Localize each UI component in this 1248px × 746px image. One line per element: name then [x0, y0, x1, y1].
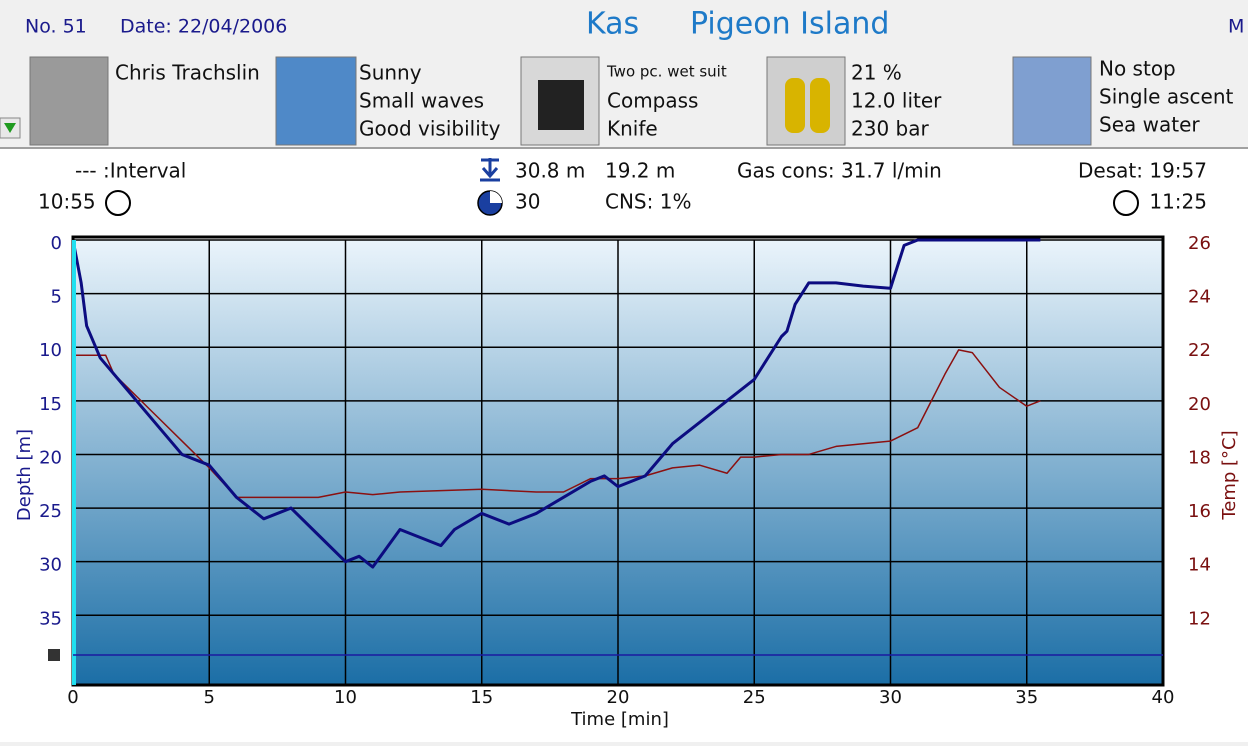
weather-icon[interactable]	[275, 56, 357, 146]
x-tick-label: 30	[879, 687, 902, 708]
depth-line	[71, 238, 1041, 569]
desat: Desat: 19:57	[1078, 159, 1207, 183]
tank	[810, 78, 830, 133]
info-line: Sea water	[1099, 113, 1200, 137]
end-time: 11:25	[1149, 190, 1207, 214]
y-axis-title: Depth [m]	[14, 429, 35, 521]
info-line: Two pc. wet suit	[606, 63, 727, 81]
y-tick-label: 20	[39, 447, 62, 468]
info-line: Sunny	[359, 61, 422, 85]
info-line: 21 %	[851, 61, 902, 85]
y-tick-label: 0	[51, 233, 62, 254]
tank	[785, 78, 805, 133]
location: Kas	[586, 7, 639, 42]
dive-type-icon[interactable]	[1012, 56, 1092, 146]
x-tick-label: 20	[607, 687, 630, 708]
x-tick-label: 35	[1015, 687, 1038, 708]
x-axis-title: Time [min]	[570, 709, 669, 730]
interval: --- :Interval	[75, 159, 186, 183]
avg-depth: 19.2 m	[605, 159, 675, 183]
y2-tick-label: 12	[1188, 608, 1211, 629]
x-tick-label: 25	[743, 687, 766, 708]
gas-consumption: Gas cons: 31.7 l/min	[737, 159, 942, 183]
y2-tick-label: 18	[1188, 447, 1211, 468]
y2-tick-label: 22	[1188, 340, 1211, 361]
info-line: Small waves	[359, 89, 484, 113]
info-line: Compass	[607, 89, 698, 113]
duration-icon-part	[490, 191, 502, 203]
x-tick-label: 10	[334, 687, 357, 708]
y-tick-label: 10	[39, 340, 62, 361]
dropdown-arrow	[4, 123, 16, 133]
site: Pigeon Island	[690, 7, 889, 42]
clock-icon	[105, 190, 131, 216]
info-line: Chris Trachslin	[115, 61, 260, 85]
y-tick-label: 15	[39, 394, 62, 415]
info-line: 230 bar	[851, 117, 929, 141]
y2-axis-title: Temp [°C]	[1219, 430, 1240, 520]
duration: 30	[515, 190, 540, 214]
info-line: Knife	[607, 117, 658, 141]
cns: CNS: 1%	[605, 190, 691, 214]
x-tick-label: 40	[1152, 687, 1175, 708]
x-tick-label: 15	[470, 687, 493, 708]
y2-tick-label: 24	[1188, 287, 1211, 308]
max-depth-icon	[480, 158, 500, 182]
y2-tick-label: 26	[1188, 233, 1211, 254]
header-cut-text: M	[1228, 16, 1244, 38]
info-line: Single ascent	[1099, 85, 1233, 109]
y-tick-label: 25	[39, 501, 62, 522]
buddy-icon[interactable]	[29, 56, 109, 146]
x-tick-label: 0	[67, 687, 78, 708]
y-tick-label: 30	[39, 555, 62, 576]
equipment-bag	[538, 80, 584, 130]
dive-date: Date: 22/04/2006	[120, 16, 287, 38]
y2-tick-label: 14	[1188, 555, 1211, 576]
info-line: 12.0 liter	[851, 89, 942, 113]
gas-icon[interactable]	[766, 56, 846, 146]
trash-icon[interactable]	[48, 649, 60, 661]
x-tick-label: 5	[204, 687, 215, 708]
max-depth: 30.8 m	[515, 159, 585, 183]
start-time: 10:55	[38, 190, 96, 214]
clock-icon	[1113, 190, 1139, 216]
y-tick-label: 35	[39, 608, 62, 629]
y2-tick-label: 16	[1188, 501, 1211, 522]
y-tick-label: 5	[51, 287, 62, 308]
info-line: No stop	[1099, 57, 1176, 81]
dive-number: No. 51	[25, 16, 87, 38]
y2-tick-label: 20	[1188, 394, 1211, 415]
info-line: Good visibility	[359, 117, 501, 141]
